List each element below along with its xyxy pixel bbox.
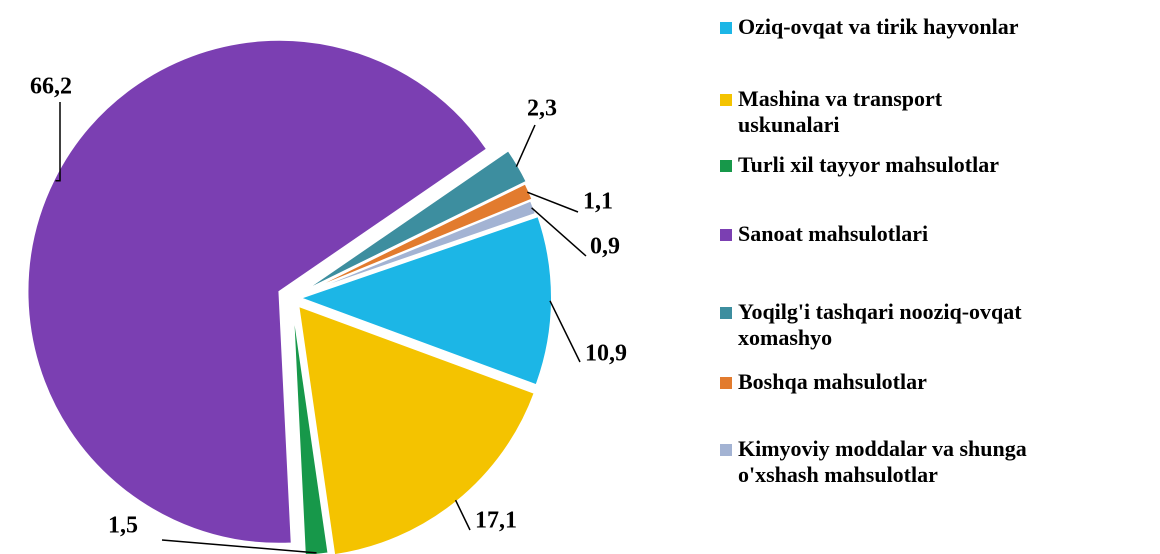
legend-item: Kimyoviy moddalar va shunga o'xshash mah… xyxy=(720,436,1038,488)
legend-swatch xyxy=(720,307,732,319)
legend-item: Sanoat mahsulotlari xyxy=(720,221,1038,247)
pie-slice xyxy=(297,199,538,297)
legend-item: Oziq-ovqat va tirik hayvonlar xyxy=(720,14,1038,40)
data-label: 66,2 xyxy=(30,74,72,100)
legend-label: Oziq-ovqat va tirik hayvonlar xyxy=(738,14,1019,39)
legend-label: Sanoat mahsulotlari xyxy=(738,221,929,246)
pie-chart: 10,9 17,1 1,5 66,2 2,3 1,1 0,9 xyxy=(26,38,627,554)
legend-label: Yoqilg'i tashqari nooziq-ovqat xomashyo xyxy=(738,299,1022,350)
leader-line xyxy=(55,102,61,182)
data-label: 2,3 xyxy=(527,96,557,122)
data-label: 1,1 xyxy=(583,189,613,215)
legend-swatch xyxy=(720,229,732,241)
leader-line xyxy=(161,539,317,554)
legend-swatch xyxy=(720,22,732,34)
legend-label: Boshqa mahsulotlar xyxy=(738,369,927,394)
pie-slice xyxy=(300,148,529,294)
legend-swatch xyxy=(720,377,732,389)
legend-item: Mashina va transport uskunalari xyxy=(720,86,1038,138)
data-label: 0,9 xyxy=(590,234,620,260)
data-label: 10,9 xyxy=(585,341,627,367)
legend-label: Mashina va transport uskunalari xyxy=(738,86,943,137)
legend-swatch xyxy=(720,444,732,456)
leader-line xyxy=(527,191,579,213)
data-label: 17,1 xyxy=(475,508,517,534)
pie-slice xyxy=(291,303,330,554)
legend-item: Boshqa mahsulotlar xyxy=(720,369,1038,395)
pie-slice xyxy=(26,38,489,545)
legend-item: Turli xil tayyor mahsulotlar xyxy=(720,152,1038,178)
pie-slice xyxy=(297,214,553,387)
leader-line xyxy=(531,207,587,257)
pie-slice xyxy=(298,182,534,296)
legend-item: Yoqilg'i tashqari nooziq-ovqat xomashyo xyxy=(720,299,1038,351)
legend-swatch xyxy=(720,94,732,106)
leader-line xyxy=(454,499,471,531)
legend-label: Turli xil tayyor mahsulotlar xyxy=(738,152,999,177)
legend-swatch xyxy=(720,160,732,172)
data-label: 1,5 xyxy=(108,513,138,539)
leader-line xyxy=(549,300,581,363)
legend-label: Kimyoviy moddalar va shunga o'xshash mah… xyxy=(738,436,1027,487)
leader-line xyxy=(515,124,536,167)
